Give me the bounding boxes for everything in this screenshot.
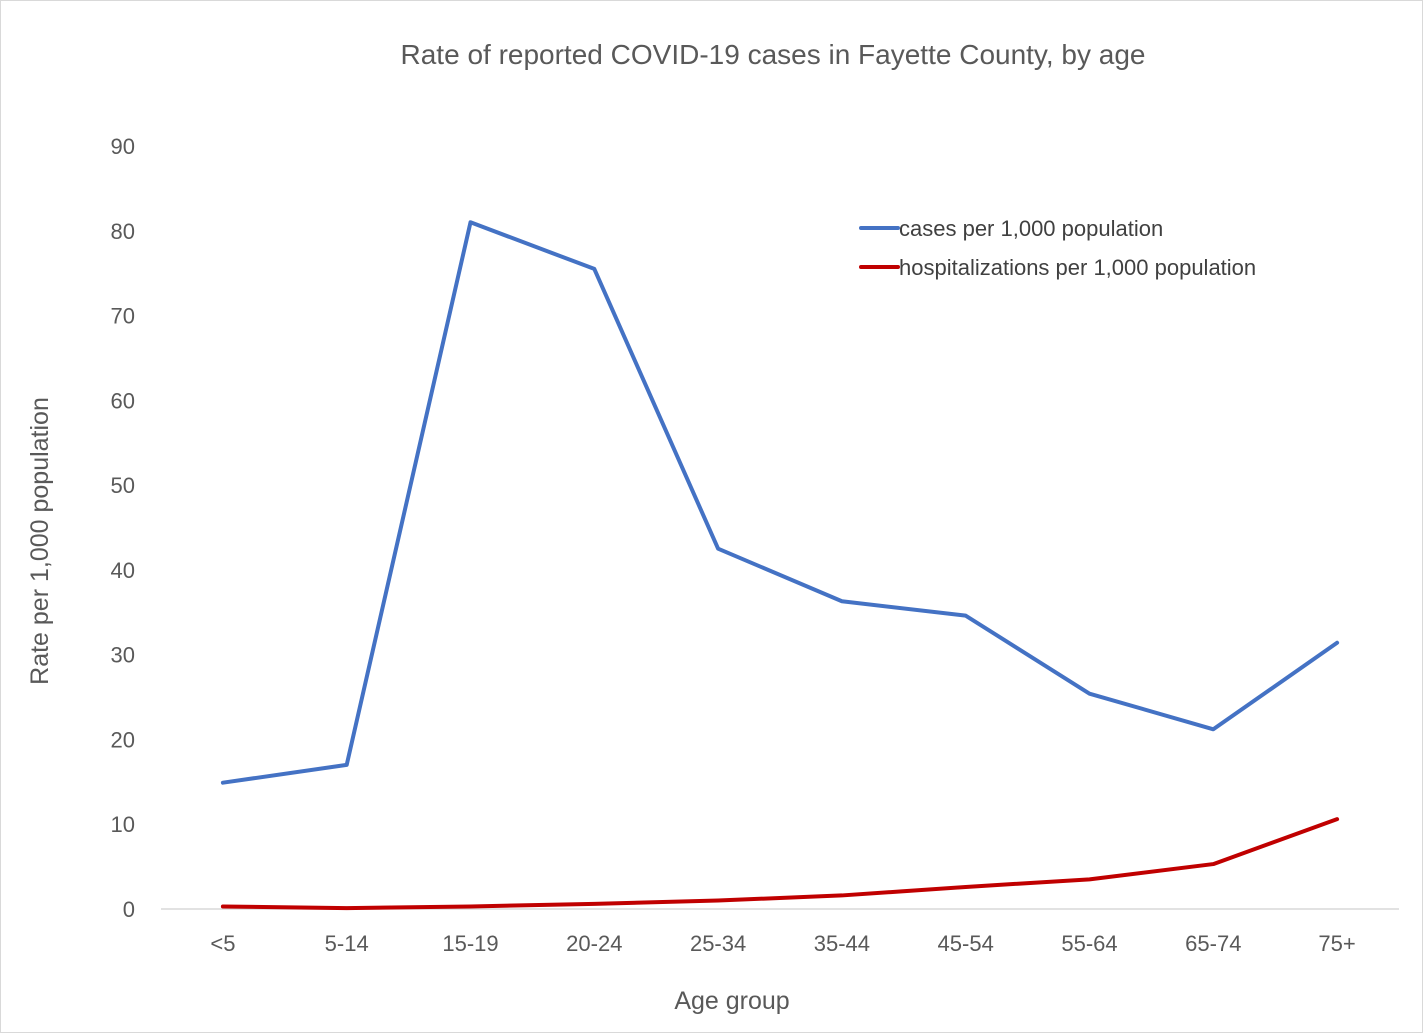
y-tick-label: 30: [111, 643, 135, 668]
series-line-1: [220, 220, 1340, 785]
y-tick-label: 20: [111, 727, 135, 752]
x-tick-label: 35-44: [814, 931, 870, 956]
x-tick-label: 25-34: [690, 931, 746, 956]
y-tick-label: 80: [111, 219, 135, 244]
y-tick-label: 10: [111, 812, 135, 837]
x-axis-ticks: <5 5-14 15-19 20-24 25-34 35-44 45-54 55-64 65-7…: [210, 931, 1355, 956]
x-tick-label: 5-14: [325, 931, 369, 956]
legend: cases per 1,000 population hospitalizatio…: [859, 216, 1256, 280]
y-tick-label: 50: [111, 473, 135, 498]
y-tick-label: 60: [111, 388, 135, 413]
legend-label: hospitalizations per 1,000 population: [899, 255, 1256, 280]
y-tick-label: 90: [111, 134, 135, 159]
y-tick-label: 0: [123, 897, 135, 922]
x-tick-label: 45-54: [938, 931, 994, 956]
y-tick-label: 40: [111, 558, 135, 583]
y-axis-title: Rate per 1,000 population: [26, 397, 54, 685]
series-group: [220, 220, 1340, 911]
y-tick-label: 70: [111, 304, 135, 329]
x-tick-label: 75+: [1318, 931, 1355, 956]
x-tick-label: 15-19: [442, 931, 498, 956]
legend-label: cases per 1,000 population: [899, 216, 1163, 241]
x-tick-label: 65-74: [1185, 931, 1241, 956]
y-axis-ticks: 0 10 20 30 40 50 60 70 80 90: [111, 134, 135, 922]
x-tick-label: 20-24: [566, 931, 622, 956]
chart-title: Rate of reported COVID-19 cases in Fayet…: [401, 39, 1146, 70]
x-axis-title: Age group: [674, 987, 789, 1015]
series-line-2: [220, 817, 1340, 911]
x-tick-label: 55-64: [1061, 931, 1117, 956]
x-tick-label: <5: [210, 931, 235, 956]
